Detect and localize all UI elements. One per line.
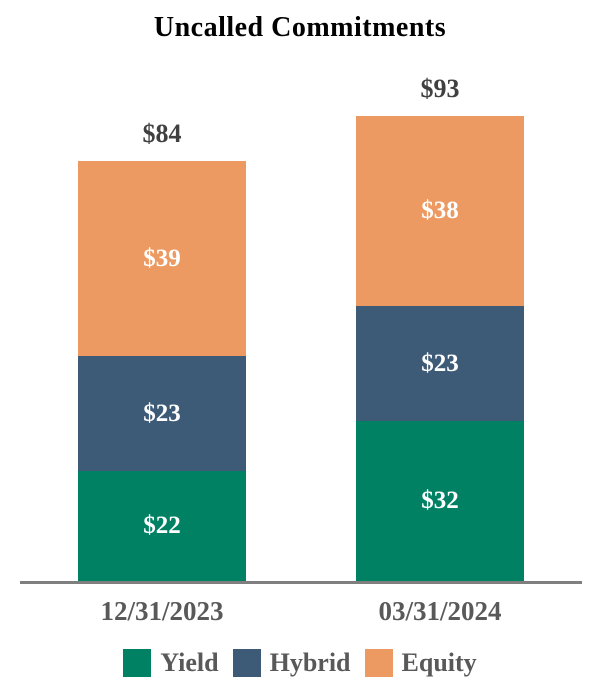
bar-segment-hybrid-1: $23 [356,306,524,421]
segment-value-label: $38 [421,197,459,224]
legend-item-yield: Yield [123,648,219,678]
legend-item-hybrid: Hybrid [232,648,351,678]
bar-segment-yield-1: $32 [356,421,524,581]
chart-title: Uncalled Commitments [153,12,447,43]
segment-value-label: $23 [143,399,181,427]
bar-segment-equity-1: $38 [356,116,524,306]
bar-total-label-1: $93 [420,74,460,103]
legend-swatch-yield [123,649,152,677]
x-axis-line [20,581,582,584]
bar-segment-yield-0: $22 [78,471,246,581]
segment-value-label: $39 [143,244,181,272]
legend-swatch-hybrid [232,649,261,677]
x-axis-label-2023: 12/31/2023 [100,596,224,626]
legend-item-equity: Equity [364,648,477,678]
segment-value-label: $32 [421,487,459,514]
legend-label-hybrid: Hybrid [269,648,351,677]
legend-label-equity: Equity [401,648,477,677]
bar-segment-equity-0: $39 [78,161,246,356]
segment-value-label: $22 [143,512,181,539]
bar-total-label-0: $84 [142,119,182,148]
segment-value-label: $23 [421,349,459,377]
legend-label-yield: Yield [160,648,219,677]
bar-segment-hybrid-0: $23 [78,356,246,471]
legend: Yield Hybrid Equity [0,648,600,678]
legend-swatch-equity [364,649,393,677]
x-axis-label-2024: 03/31/2024 [378,596,502,626]
